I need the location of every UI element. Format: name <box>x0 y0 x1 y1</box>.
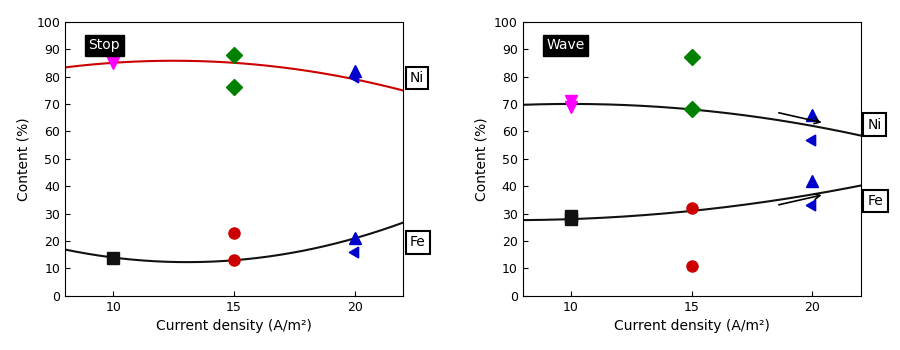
Text: Ni: Ni <box>410 71 424 85</box>
Text: Stop: Stop <box>88 38 121 52</box>
Text: Ni: Ni <box>868 118 882 132</box>
X-axis label: Current density (A/m²): Current density (A/m²) <box>614 319 770 333</box>
Y-axis label: Content (%): Content (%) <box>17 117 31 201</box>
Text: Fe: Fe <box>868 194 883 208</box>
X-axis label: Current density (A/m²): Current density (A/m²) <box>156 319 312 333</box>
Text: Wave: Wave <box>546 38 584 52</box>
Text: Fe: Fe <box>410 236 426 250</box>
Y-axis label: Content (%): Content (%) <box>474 117 489 201</box>
